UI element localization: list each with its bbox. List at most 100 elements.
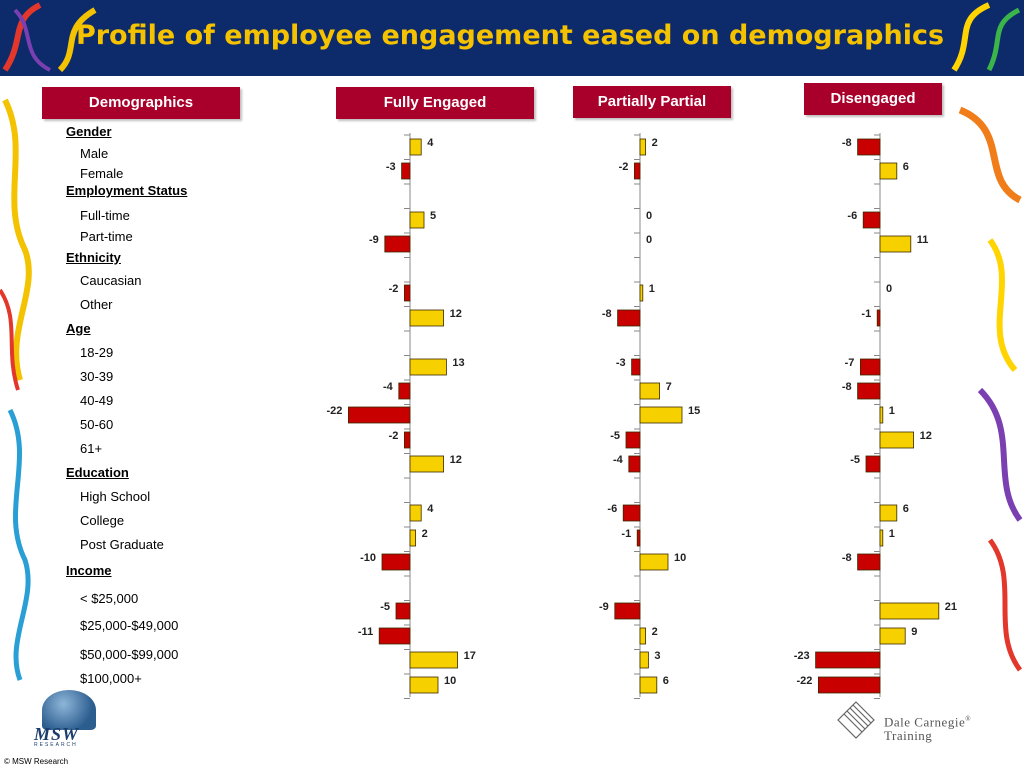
row-label: Male — [80, 146, 109, 161]
header-demographics: Demographics — [42, 87, 240, 119]
bar — [409, 504, 422, 522]
bar — [403, 431, 411, 449]
data-label: 2 — [422, 528, 428, 540]
msw-logo-text: MSW — [34, 724, 80, 744]
globe-icon — [42, 690, 96, 730]
series-fully-engaged: 4 -3 5 -9 -2 12 13 -4 -22 -2 12 4 2 -10 -5 -11 17 10 — [326, 133, 476, 699]
data-label: -2 — [389, 283, 399, 295]
data-label: 10 — [444, 675, 456, 687]
bar — [639, 627, 646, 645]
data-label: 6 — [903, 503, 909, 515]
row-label: Other — [80, 297, 113, 312]
msw-research-logo: MSW RESEARCH — [30, 690, 110, 750]
bar — [815, 651, 881, 669]
dale-carnegie-mark-icon — [837, 701, 875, 739]
row-label: 30-39 — [80, 369, 114, 384]
bar — [381, 553, 411, 571]
data-label: -22 — [326, 405, 342, 417]
bar — [860, 358, 881, 376]
data-label: 1 — [889, 405, 895, 417]
bar — [409, 358, 447, 376]
data-label: -8 — [842, 137, 852, 149]
row-label: Female — [80, 166, 124, 181]
bar — [617, 309, 641, 327]
bar — [631, 358, 641, 376]
bar — [409, 138, 422, 156]
bar — [636, 529, 641, 547]
data-label: 1 — [649, 283, 655, 295]
category-label: Ethnicity — [66, 250, 121, 265]
row-label: < $25,000 — [80, 591, 139, 606]
data-label: 4 — [427, 137, 434, 149]
data-label: 4 — [427, 503, 434, 515]
bar — [879, 627, 906, 645]
bar — [879, 504, 898, 522]
data-label: 12 — [450, 454, 462, 466]
bar — [614, 602, 641, 620]
data-label: 9 — [911, 626, 917, 638]
bar — [879, 235, 912, 253]
category-label: Age — [66, 321, 91, 336]
data-label: -7 — [845, 357, 855, 369]
page-title: Profile of employee engagement eased on … — [75, 20, 945, 51]
data-label: -2 — [619, 161, 629, 173]
bar — [634, 162, 641, 180]
data-label: 0 — [646, 234, 652, 246]
bar — [403, 284, 411, 302]
data-label: -23 — [794, 650, 810, 662]
bar — [622, 504, 641, 522]
data-label: 6 — [663, 675, 669, 687]
data-label: 13 — [452, 357, 464, 369]
bar — [876, 309, 881, 327]
category-label: Employment Status — [66, 183, 188, 198]
data-label: -9 — [599, 601, 609, 613]
data-label: 6 — [903, 161, 909, 173]
data-label: 2 — [652, 626, 658, 638]
data-label: -6 — [847, 210, 857, 222]
data-label: -4 — [383, 381, 394, 393]
bar — [409, 651, 458, 669]
data-label: 12 — [920, 430, 932, 442]
msw-logo-subtext: RESEARCH — [34, 742, 78, 748]
dale-carnegie-line2: Training — [884, 728, 933, 744]
bar — [639, 138, 646, 156]
bar — [384, 235, 411, 253]
bar — [879, 431, 914, 449]
row-label: High School — [80, 489, 151, 504]
data-label: -5 — [610, 430, 620, 442]
bar — [879, 529, 884, 547]
bar — [639, 676, 658, 694]
data-label: -6 — [607, 503, 617, 515]
confetti-left-edge — [0, 98, 32, 681]
dale-carnegie-logo-text: Dale Carnegie® Training — [884, 712, 971, 743]
bar — [857, 138, 881, 156]
data-label: -8 — [602, 308, 612, 320]
series-disengaged: -8 6 -6 11 0 -1 -7 -8 1 12 -5 6 1 -8 21 9 -23 -22 — [794, 133, 957, 699]
category-label: Gender — [66, 124, 112, 139]
data-label: -5 — [850, 454, 860, 466]
data-label: -2 — [389, 430, 399, 442]
bar — [378, 627, 411, 645]
series-partially-partial: 2 -2 0 0 1 -8 -3 7 15 -5 -4 -6 -1 10 -9 2 3 6 — [599, 133, 700, 699]
data-label: 17 — [464, 650, 476, 662]
bar — [879, 162, 898, 180]
header-disengaged: Disengaged — [804, 83, 942, 115]
bar — [409, 455, 444, 473]
dale-carnegie-name: Dale Carnegie — [884, 714, 966, 730]
dale-carnegie-line1: Dale Carnegie® — [884, 712, 971, 729]
confetti-streamer-right — [951, 2, 1021, 72]
bar — [857, 553, 881, 571]
data-label: -1 — [621, 528, 631, 540]
data-label: 5 — [430, 210, 436, 222]
data-label: -10 — [360, 552, 376, 564]
bar — [409, 211, 425, 229]
data-label: -1 — [861, 308, 871, 320]
bar — [409, 676, 439, 694]
data-label: 2 — [652, 137, 658, 149]
data-label: 0 — [886, 283, 892, 295]
title-banner — [0, 0, 1024, 76]
data-label: 1 — [889, 528, 895, 540]
bar — [857, 382, 881, 400]
data-label: 12 — [450, 308, 462, 320]
